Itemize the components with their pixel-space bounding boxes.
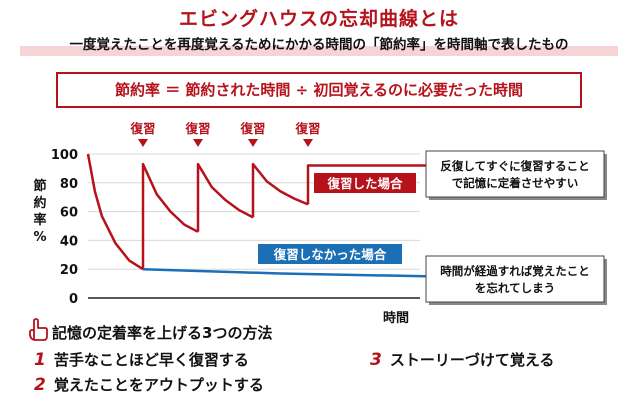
page-title: エビングハウスの忘却曲線とは bbox=[178, 8, 459, 30]
review-marker-label: 復習 bbox=[129, 121, 155, 136]
y-tick-label: 100 bbox=[51, 148, 78, 163]
method-item-2: 2 覚えたことをアウトプットする bbox=[34, 374, 264, 395]
annotation-text: 時間が経過すれば覚えたこと bbox=[440, 264, 590, 278]
y-tick-label: 40 bbox=[60, 234, 78, 249]
series-label: 復習した場合 bbox=[326, 176, 403, 191]
annotation-box bbox=[425, 255, 605, 303]
forgetting-curve-chart: 0 20 40 60 80 100 節約率% 時間 復習 復習 復習 復習復習した場合復習しなかった… bbox=[33, 121, 607, 324]
reviewed-series-line bbox=[141, 162, 199, 270]
y-tick-label: 0 bbox=[69, 292, 78, 307]
page-subtitle: 一度覚えたことを再度覚えるためにかかる時間の「節約率」を時間軸で表したもの bbox=[69, 37, 569, 53]
y-axis-label-char: 約 bbox=[33, 195, 46, 211]
method-number: 2 bbox=[34, 375, 46, 395]
annotation-text: を忘れてしまう bbox=[475, 281, 555, 295]
y-axis-label-char: 節 bbox=[33, 178, 46, 194]
method-text: ストーリーづけて覚える bbox=[389, 351, 555, 369]
review-marker-arrow bbox=[303, 139, 313, 147]
method-number: 3 bbox=[370, 350, 382, 370]
series-label-box bbox=[258, 244, 402, 264]
y-tick-label: 20 bbox=[60, 263, 78, 278]
review-marker-arrow bbox=[248, 139, 258, 147]
series-label: 復習しなかった場合 bbox=[273, 247, 387, 262]
methods-heading: 記憶の定着率を上げる3つの方法 bbox=[52, 324, 273, 342]
annotation-text: 反復してすぐに復習すること bbox=[440, 159, 589, 173]
method-item-3: 3 ストーリーづけて覚える bbox=[370, 349, 554, 370]
reviewed-series-line bbox=[86, 153, 144, 271]
review-marker-arrow bbox=[193, 139, 203, 147]
y-tick-label: 80 bbox=[60, 177, 78, 192]
formula-box: 節約率 ＝ 節約された時間 ÷ 初回覚えるのに必要だった時間 bbox=[56, 72, 582, 108]
pointing-hand-icon bbox=[29, 318, 48, 341]
review-marker-label: 復習 bbox=[239, 121, 265, 136]
reviewed-series-line bbox=[306, 161, 434, 205]
method-text: 苦手なことほど早く復習する bbox=[53, 351, 249, 369]
not-reviewed-series-line bbox=[142, 267, 434, 281]
method-text: 覚えたことをアウトプットする bbox=[53, 376, 264, 394]
y-tick-label: 60 bbox=[60, 206, 78, 221]
review-marker-arrow bbox=[138, 139, 148, 147]
y-axis-label-char: 率 bbox=[33, 212, 46, 228]
y-axis-label-char: % bbox=[33, 230, 46, 245]
series-label-box bbox=[314, 173, 416, 193]
subtitle-band: 一度覚えたことを再度覚えるためにかかる時間の「節約率」を時間軸で表したもの bbox=[20, 34, 618, 56]
review-marker-label: 復習 bbox=[294, 121, 320, 136]
method-number: 1 bbox=[34, 350, 46, 370]
reviewed-series-line bbox=[251, 162, 309, 218]
reviewed-series-line bbox=[196, 162, 254, 232]
annotation-box bbox=[425, 150, 605, 198]
annotation-text: で記憶に定着させやすい bbox=[452, 176, 579, 190]
method-item-1: 1 苦手なことほど早く復習する bbox=[34, 349, 249, 370]
x-axis-label: 時間 bbox=[383, 310, 409, 324]
review-marker-label: 復習 bbox=[184, 121, 210, 136]
